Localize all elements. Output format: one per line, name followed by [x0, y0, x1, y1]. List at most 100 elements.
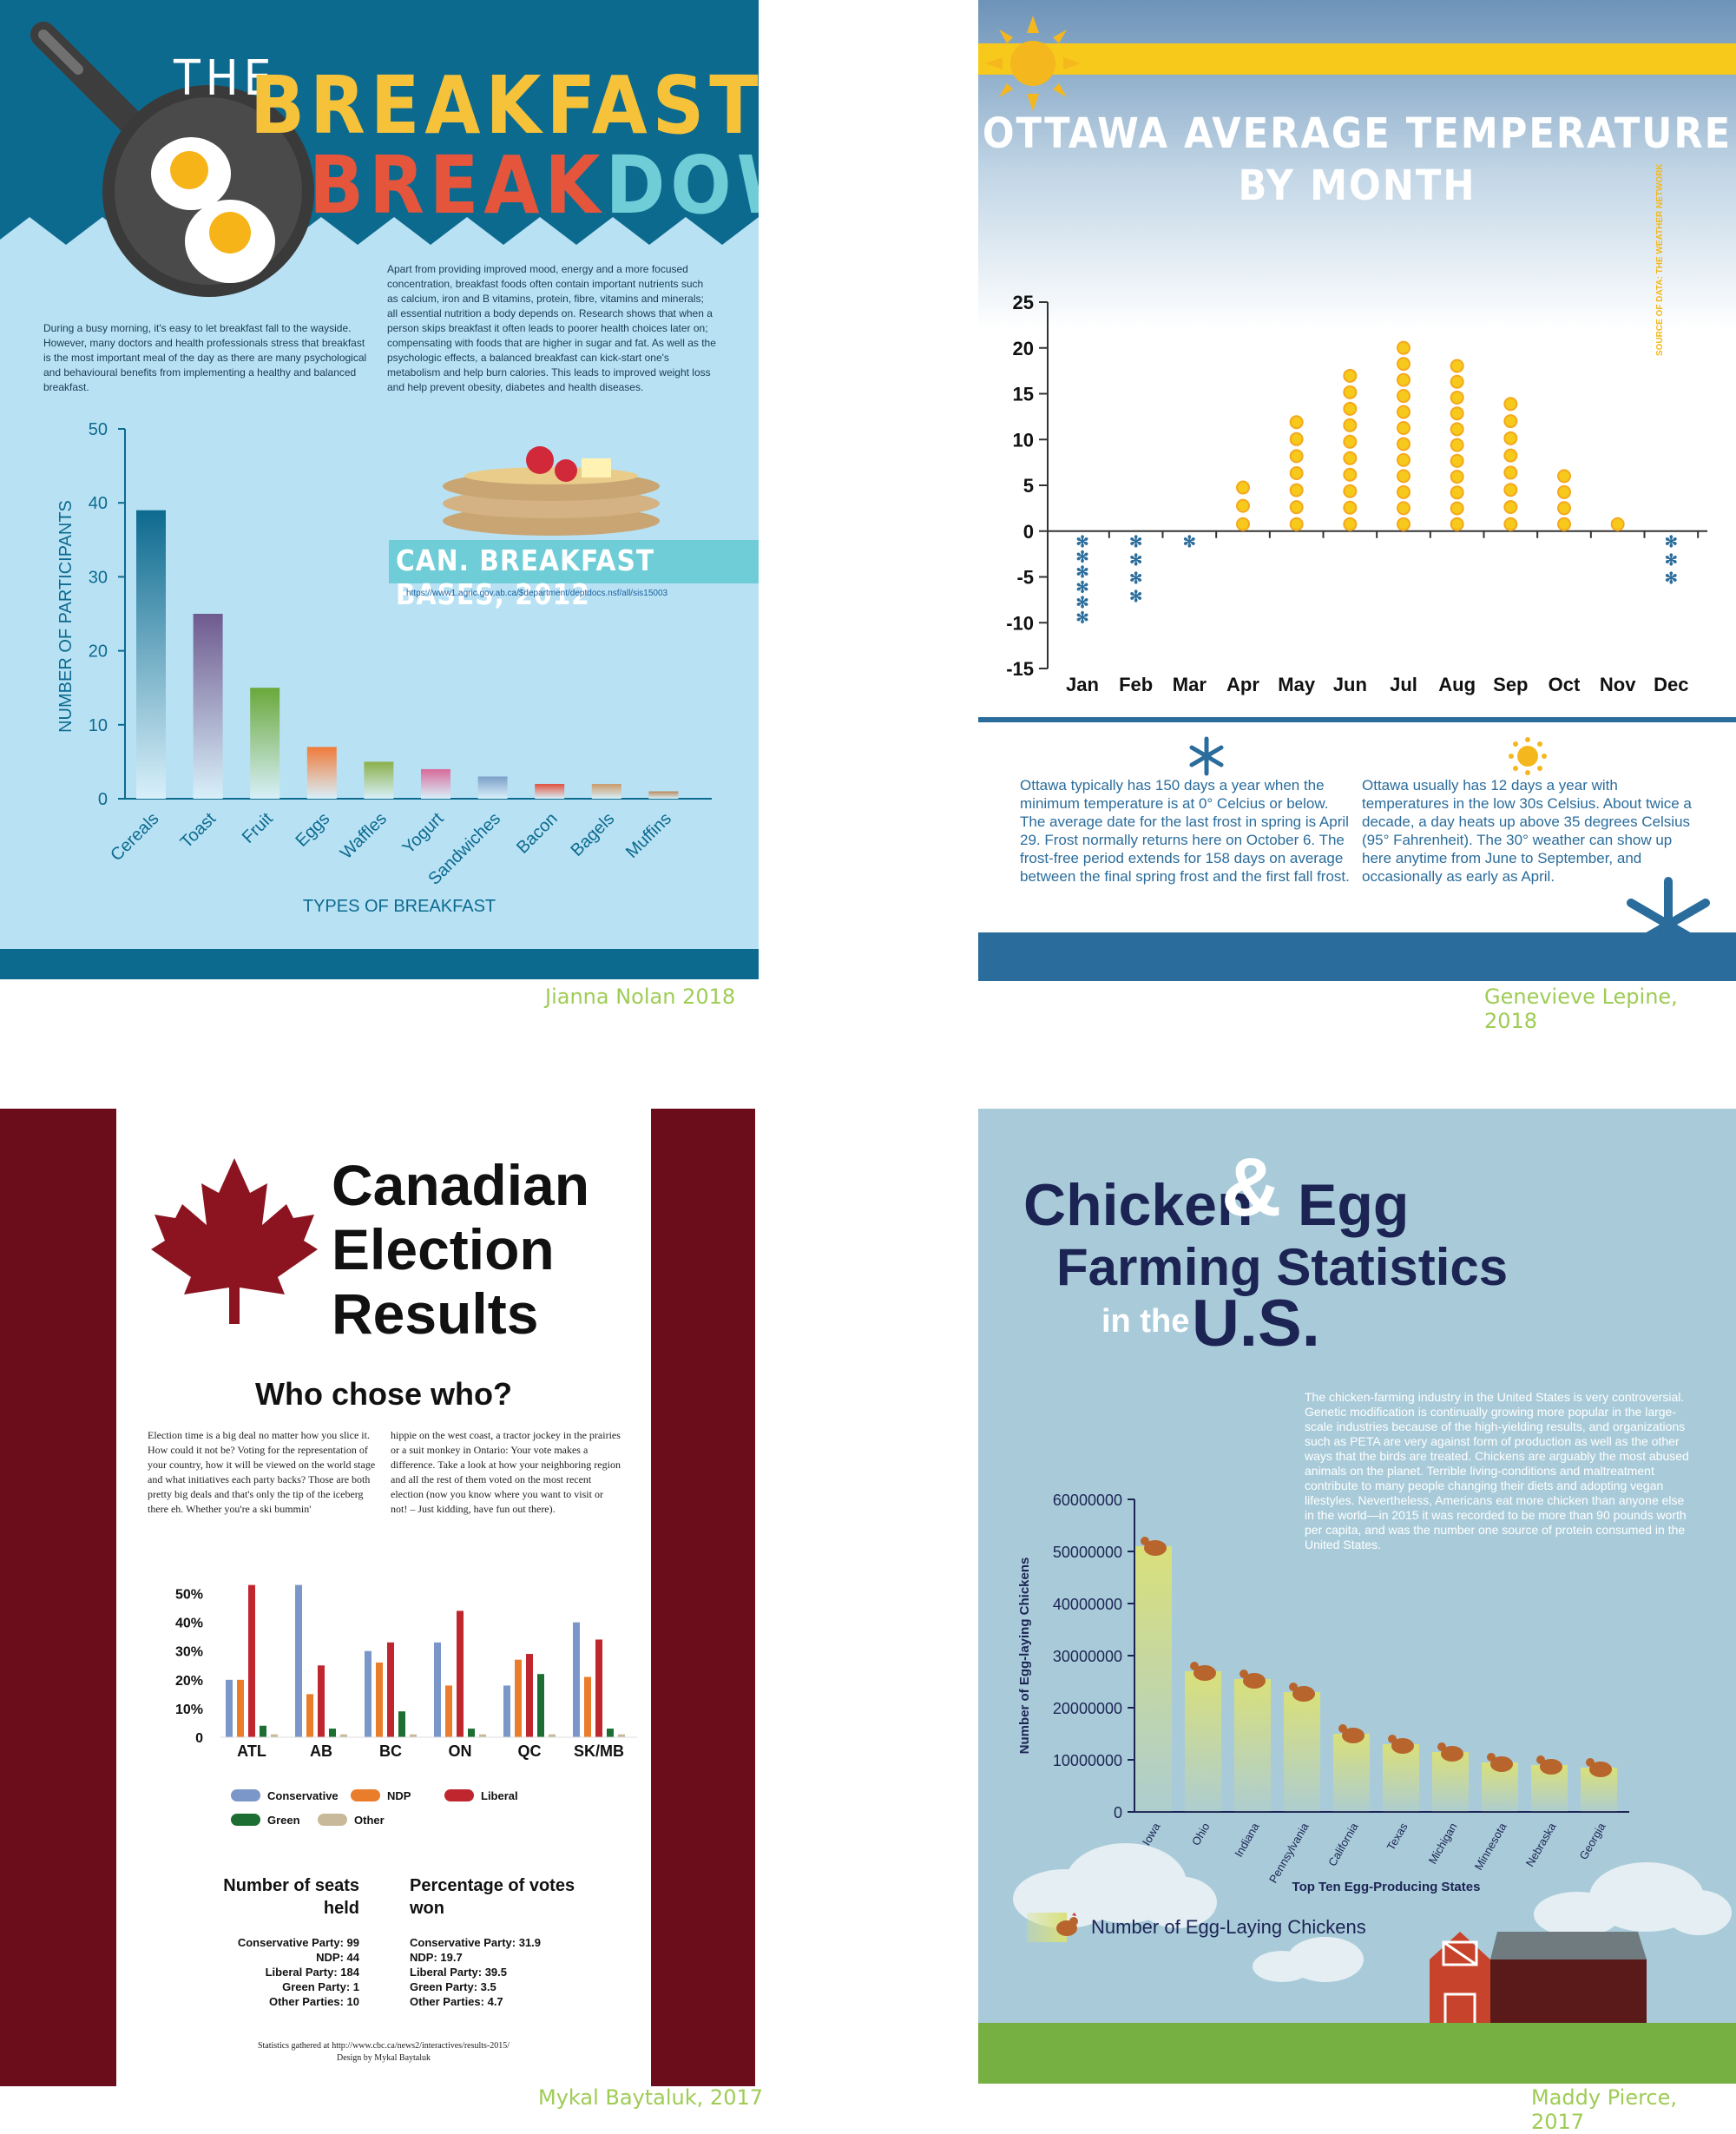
sun-mark: [1503, 465, 1518, 480]
y-tick-label: 20: [1013, 338, 1034, 359]
ottawa-panel: OTTAWA AVERAGE TEMPERATURE BY MONTH 25 20…: [978, 0, 1736, 981]
bar-nov: [1610, 517, 1625, 531]
election-intro-left: Election time is a big deal no matter ho…: [148, 1429, 376, 1515]
sun-mark: [1450, 485, 1464, 500]
votes-item: Conservative Party: 31.9: [410, 1936, 542, 1949]
chicken-head-icon: [1586, 1758, 1595, 1767]
y-tick-label: 10: [89, 716, 108, 735]
pancake-stack-icon: [443, 446, 660, 536]
sun-mark: [1289, 500, 1304, 515]
bar-conservative-ab: [295, 1584, 302, 1737]
breakfast-panel: THE BREAKFAST BREAKDOWN During a busy mo…: [0, 0, 759, 979]
cloud-left-icon: [1013, 1843, 1217, 1928]
legend-swatch-ndp: [351, 1789, 380, 1801]
x-tick-label: Pennsylvania: [1266, 1820, 1312, 1885]
x-tick-label: Muffins: [622, 809, 675, 862]
bar-toast: [193, 614, 223, 799]
chicken-title-inthe: in the: [1101, 1303, 1190, 1340]
chicken-grass: [978, 2023, 1736, 2084]
sun-mark: [1289, 465, 1304, 480]
bar-cereals: [136, 510, 166, 799]
sun-mark: [1610, 517, 1625, 531]
bar-eggs: [306, 747, 337, 799]
sun-mark: [1289, 483, 1304, 497]
sun-mark: [1343, 368, 1358, 383]
election-left-band: [0, 1109, 116, 2086]
ottawa-top-stripe: [978, 43, 1736, 75]
bar-ndp-on: [445, 1685, 452, 1737]
snowflake-mark: ✻: [1129, 588, 1142, 605]
chicken-intro: The chicken-farming industry in the Unit…: [1305, 1390, 1689, 1551]
bar-ndp-qc: [515, 1659, 522, 1737]
sun-mark: [1397, 405, 1410, 419]
breakfast-title-the: THE: [174, 50, 277, 107]
x-tick-label: ATL: [237, 1742, 266, 1760]
y-tick-label: 0: [1114, 1804, 1122, 1821]
credit-breakfast: Jianna Nolan 2018: [545, 985, 736, 1009]
x-tick-label: Eggs: [293, 809, 334, 851]
x-tick-label: Jul: [1390, 674, 1417, 695]
chicken-head-icon: [1240, 1670, 1248, 1678]
sun-mark: [1236, 517, 1250, 531]
bar-jan: ✻✻✻✻✻✻: [1075, 533, 1088, 627]
sun-mark: [1397, 372, 1410, 387]
bar-other-ab: [340, 1734, 347, 1737]
sun-mark: [1503, 517, 1518, 531]
chicken-head-icon: [1487, 1753, 1496, 1762]
seats-heading-1: Number of seats: [223, 1876, 359, 1895]
sun-mark: [1450, 359, 1464, 373]
bar-other-bc: [410, 1734, 417, 1737]
bar-ndp-ab: [306, 1694, 313, 1737]
bar-apr: [1236, 480, 1250, 531]
bar-may: [1289, 415, 1304, 531]
x-tick-label: Iowa: [1140, 1820, 1163, 1847]
y-tick-label: 20000000: [1053, 1700, 1122, 1717]
x-tick-label: Apr: [1226, 674, 1259, 695]
bar-liberal-bc: [387, 1642, 394, 1737]
bar-green-qc: [537, 1674, 544, 1737]
y-axis-title: Number of Egg-laying Chickens: [1017, 1558, 1032, 1755]
ottawa-title-line2: BY MONTH: [1238, 161, 1476, 210]
bar-jun: [1343, 368, 1358, 531]
bar-sep: [1503, 397, 1518, 531]
barn-icon: [1430, 1932, 1647, 2029]
ottawa-chart: 2520151050-5-10-15Jan✻✻✻✻✻✻Feb✻✻✻✻Mar✻Ap…: [1006, 292, 1707, 695]
chicken-title-amp: &: [1221, 1141, 1282, 1234]
y-tick-label: 40%: [175, 1617, 203, 1631]
x-tick-label: May: [1278, 674, 1316, 695]
bar-nebraska: [1531, 1755, 1568, 1812]
votes-item: Other Parties: 4.7: [410, 1995, 503, 2008]
bar-green-bc: [398, 1711, 405, 1737]
sun-mark: [1343, 500, 1358, 515]
seats-heading-2: held: [323, 1899, 359, 1918]
breakfast-title-down: DOWN: [605, 139, 759, 232]
sun-mark: [1503, 448, 1518, 463]
seats-item: Green Party: 1: [282, 1980, 359, 1993]
sun-mark: [1343, 451, 1358, 465]
election-title-2: Election: [332, 1217, 555, 1281]
sun-icon: [985, 16, 1081, 111]
cloud-right-icon: [1534, 1862, 1732, 1937]
breakfast-source-url: https://www1.agric.gov.ab.ca/$department…: [406, 589, 668, 598]
bar-michigan: [1432, 1742, 1469, 1812]
x-tick-label: Mar: [1173, 674, 1207, 695]
chicken-head-icon: [1388, 1735, 1397, 1743]
sun-mark: [1397, 420, 1410, 435]
x-axis-title: TYPES OF BREAKFAST: [303, 897, 496, 916]
legend-swatch-liberal: [444, 1789, 474, 1801]
x-tick-label: Aug: [1438, 674, 1476, 695]
ottawa-side-source: SOURCE OF DATA: THE WEATHER NETWORK: [1655, 163, 1665, 356]
bar-other-sk-mb: [618, 1734, 625, 1737]
sun-mark: [1503, 483, 1518, 497]
sun-mark: [1289, 449, 1304, 464]
snowflake-mark: ✻: [1129, 533, 1142, 550]
credit-ottawa: Genevieve Lepine, 2018: [1484, 985, 1678, 1033]
sun-mark: [1343, 484, 1358, 498]
bar-ndp-bc: [376, 1662, 383, 1737]
chicken-chart: 0 10000000 20000000 30000000 40000000 5000000…: [1017, 1492, 1629, 1894]
x-tick-label: SK/MB: [574, 1742, 624, 1760]
snowflake-mark: ✻: [1665, 533, 1678, 550]
breakfast-title-breakdown: BREAKDOWN: [309, 139, 759, 232]
y-tick-label: 30: [89, 568, 108, 587]
bar-fill: [1333, 1734, 1370, 1812]
